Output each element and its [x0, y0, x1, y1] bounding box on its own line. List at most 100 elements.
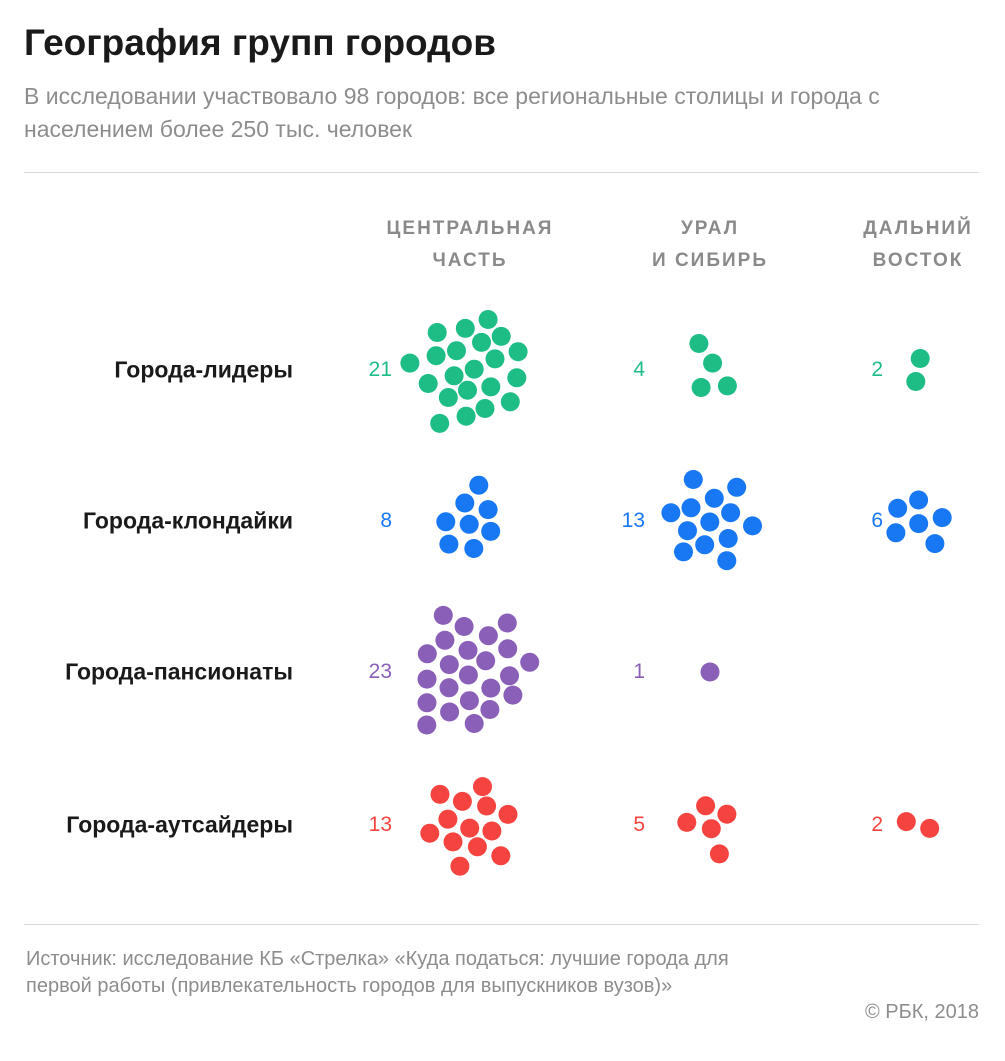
city-dot: [417, 669, 437, 689]
city-dot: [691, 378, 711, 397]
city-dot: [909, 514, 929, 534]
city-dot: [896, 812, 916, 832]
city-dot: [418, 374, 438, 393]
city-dot: [477, 796, 497, 816]
bottom-divider: [24, 924, 979, 925]
count-outsiders-central: 13: [368, 813, 392, 836]
column-header-far-east: ДАЛЬНИЙ ВОСТОК: [863, 218, 973, 271]
row-label-pensions: Города-пансионаты: [65, 658, 293, 685]
dot-cluster-klondikes-far-east: [886, 490, 952, 554]
city-dot: [438, 388, 458, 407]
city-dot: [661, 503, 681, 523]
city-dot: [400, 353, 420, 373]
city-dot: [709, 844, 729, 864]
count-klondikes-far-east: 6: [871, 509, 883, 532]
city-dot: [507, 368, 527, 388]
city-dot: [456, 406, 476, 426]
city-dot: [491, 326, 511, 346]
city-dot: [503, 685, 523, 705]
city-dot: [433, 605, 453, 625]
dot-cluster-leaders-far-east: [906, 349, 930, 391]
city-dot: [439, 534, 459, 554]
city-dot: [459, 514, 479, 534]
city-dot: [498, 639, 518, 659]
city-dot: [910, 349, 930, 368]
city-dot: [435, 630, 455, 650]
row-label-leaders: Города-лидеры: [114, 356, 293, 383]
city-dot: [440, 702, 460, 722]
city-dot: [417, 644, 437, 664]
city-dot: [727, 477, 747, 497]
city-dot: [520, 652, 540, 672]
count-leaders-far-east: 2: [871, 358, 883, 381]
city-dot: [430, 784, 450, 804]
city-dot: [932, 508, 952, 528]
city-dot: [717, 551, 737, 571]
city-dot: [480, 700, 500, 719]
city-dot: [426, 346, 446, 366]
city-dot: [476, 651, 496, 671]
copyright: © РБК, 2018: [864, 1001, 979, 1023]
city-dot: [478, 310, 498, 329]
city-dot: [478, 500, 498, 520]
city-dot: [485, 349, 505, 369]
city-dot: [508, 342, 528, 362]
count-leaders-central: 21: [368, 358, 392, 381]
city-dot: [469, 475, 489, 495]
chart-subtitle: В исследовании участвовало 98 городов: в…: [24, 83, 880, 142]
city-dot: [888, 498, 908, 518]
city-dot: [500, 392, 520, 412]
row-label-klondikes: Города-клондайки: [82, 507, 293, 534]
city-dot: [683, 470, 703, 489]
city-dot: [427, 323, 447, 342]
city-dot: [458, 665, 478, 685]
city-dot: [481, 377, 501, 397]
city-dot: [700, 662, 720, 682]
column-header-ural-siberia: УРАЛ И СИБИРЬ: [652, 218, 768, 271]
dot-cluster-klondikes-central: [436, 475, 501, 558]
city-dot: [500, 666, 519, 686]
city-dot: [458, 640, 478, 660]
city-dot: [454, 617, 474, 636]
top-divider: [24, 172, 979, 173]
count-pensions-central: 23: [368, 660, 392, 683]
city-dot: [481, 678, 501, 698]
chart-title: География групп городов: [24, 22, 497, 63]
city-dot: [450, 856, 470, 876]
city-dot: [452, 791, 472, 811]
city-dot: [696, 796, 716, 816]
city-dot: [704, 488, 724, 508]
city-dot: [886, 523, 906, 543]
city-dot: [920, 818, 940, 838]
city-dot: [478, 626, 498, 646]
count-klondikes-ural-siberia: 13: [621, 509, 645, 532]
count-pensions-ural-siberia: 1: [633, 660, 645, 683]
city-dot: [464, 714, 484, 733]
city-dot: [718, 529, 738, 548]
city-dot: [473, 777, 492, 797]
city-dot: [498, 804, 518, 824]
city-dot: [464, 359, 484, 379]
city-dot: [464, 539, 484, 558]
city-dot: [438, 809, 458, 829]
city-dot: [689, 334, 709, 353]
city-dot: [677, 812, 697, 832]
column-header-central: ЦЕНТРАЛЬНАЯ ЧАСТЬ: [386, 218, 554, 271]
dot-cluster-outsiders-central: [420, 777, 518, 876]
dot-cluster-klondikes-ural-siberia: [661, 470, 762, 571]
city-dot: [678, 521, 697, 541]
city-dot: [436, 512, 456, 532]
count-outsiders-ural-siberia: 5: [633, 813, 645, 836]
city-dot: [459, 691, 479, 711]
city-dot: [472, 332, 491, 352]
city-dot: [467, 837, 487, 857]
city-dot: [925, 534, 945, 554]
dot-cluster-leaders-central: [400, 310, 528, 433]
city-dot: [481, 521, 501, 541]
city-dot: [695, 535, 715, 555]
city-dot: [447, 341, 466, 361]
row-label-outsiders: Города-аутсайдеры: [66, 811, 293, 838]
count-leaders-ural-siberia: 4: [633, 358, 645, 381]
city-dot: [417, 693, 437, 713]
city-dot: [681, 498, 701, 518]
